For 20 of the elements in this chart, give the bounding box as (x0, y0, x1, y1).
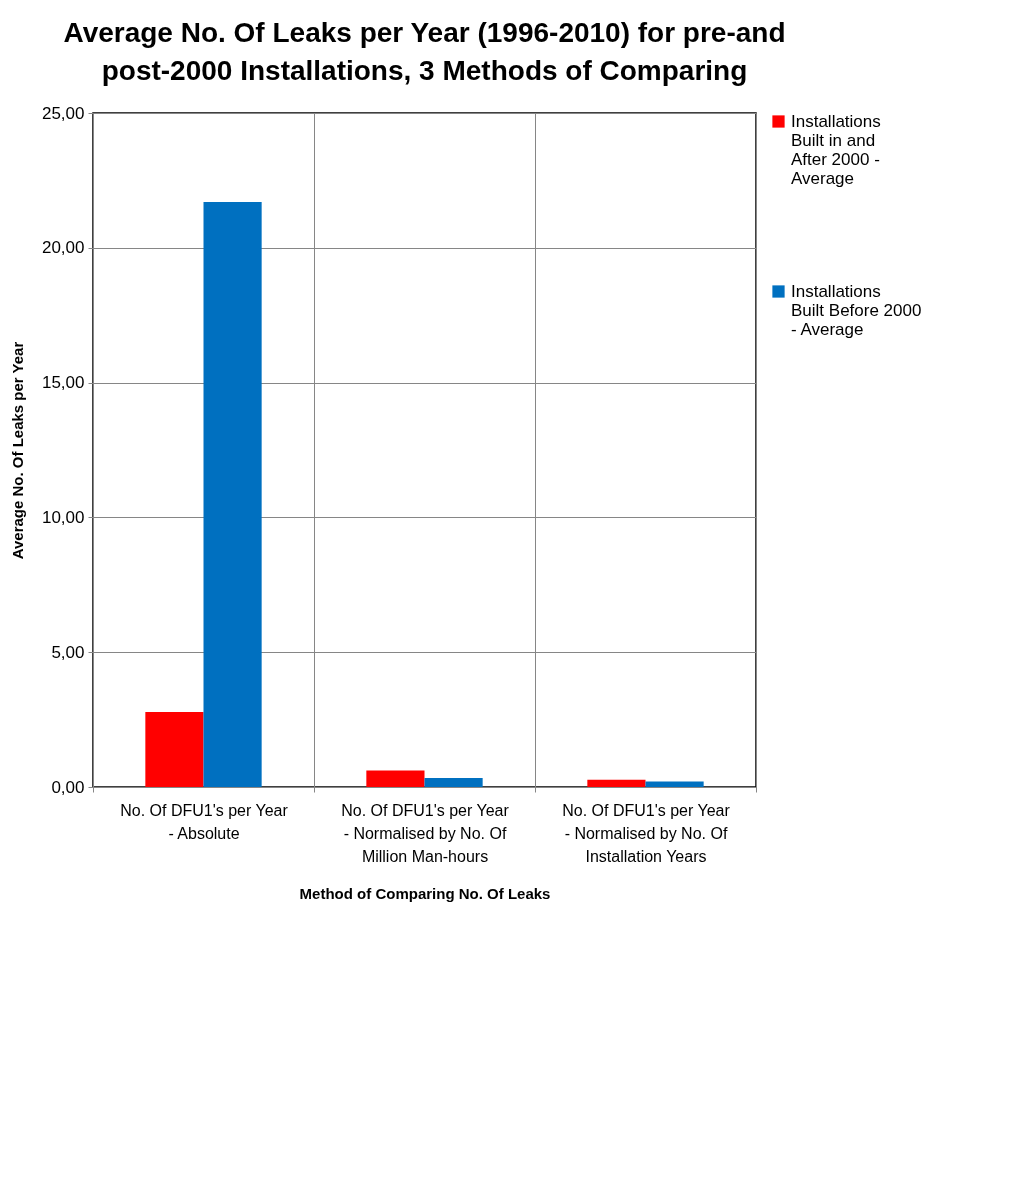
y-tick-label: 15,00 (41, 373, 85, 393)
x-tick-label: No. Of DFU1's per Year - Normalised by No. Of Installation Years (562, 801, 731, 865)
bar (587, 779, 646, 787)
legend-label: Installations Built in and After 2000 - Average (791, 111, 881, 188)
y-tick-label: 5,00 (51, 642, 85, 662)
bar (203, 201, 262, 787)
y-axis-title: Average No. Of Leaks per Year (8, 341, 26, 560)
bar (366, 770, 425, 787)
chart-title: Average No. Of Leaks per Year (1996-2010) for pre-and post-2000 Installations, 3 Methods of Comparing (63, 17, 786, 86)
x-tick-label: No. Of DFU1's per Year - Normalised by No. Of Million Man-hours (341, 801, 510, 865)
y-tick-label: 0,00 (51, 777, 85, 797)
y-tick-label: 10,00 (41, 507, 85, 527)
bar (645, 781, 704, 787)
bar (145, 712, 204, 787)
x-axis-title: Method of Comparing No. Of Leaks (299, 884, 551, 902)
bar (424, 778, 483, 787)
legend-label: Installations Built Before 2000 - Average (791, 281, 922, 339)
y-tick-label: 25,00 (41, 103, 85, 123)
y-tick-label: 20,00 (41, 238, 85, 258)
x-tick-label: No. Of DFU1's per Year - Absolute (120, 801, 289, 842)
